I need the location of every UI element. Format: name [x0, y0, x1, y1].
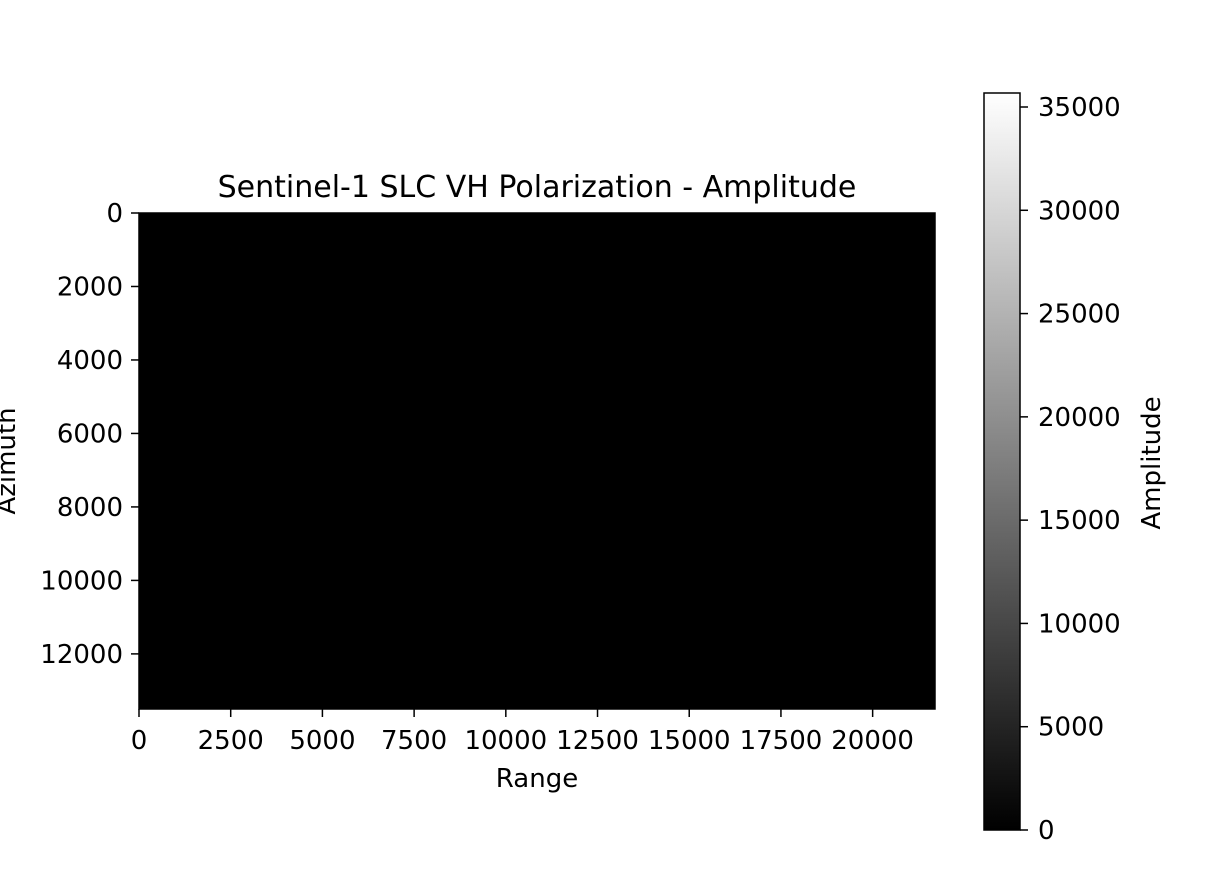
y-axis: 0 2000 4000 6000 8000 10000 12000 [40, 199, 139, 670]
x-tick-label: 7500 [381, 726, 447, 756]
y-tick-label: 6000 [57, 419, 123, 449]
y-tick-label: 0 [106, 199, 123, 229]
colorbar-label: Amplitude [1137, 396, 1167, 529]
y-tick-label: 4000 [57, 346, 123, 376]
x-tick-label: 20000 [831, 726, 914, 756]
x-tick-label: 15000 [648, 726, 731, 756]
y-tick-label: 2000 [57, 272, 123, 302]
colorbar-tick-label: 0 [1038, 816, 1055, 846]
y-tick-label: 8000 [57, 493, 123, 523]
x-tick-label: 5000 [289, 726, 355, 756]
chart-title: Sentinel-1 SLC VH Polarization - Amplitu… [218, 170, 857, 205]
x-tick-label: 0 [131, 726, 148, 756]
x-tick-label: 12500 [556, 726, 639, 756]
colorbar-axis: 0 5000 10000 15000 20000 25000 30000 35000 [1020, 93, 1121, 846]
colorbar-tick-label: 20000 [1038, 403, 1121, 433]
x-axis: 0 2500 5000 7500 10000 12500 15000 17500 20000 [131, 709, 914, 756]
x-tick-label: 10000 [464, 726, 547, 756]
colorbar-tick-label: 15000 [1038, 506, 1121, 536]
y-axis-label: Azimuth [0, 407, 22, 514]
x-tick-label: 2500 [198, 726, 264, 756]
colorbar-tick-label: 10000 [1038, 609, 1121, 639]
colorbar-tick-label: 35000 [1038, 93, 1121, 123]
x-axis-label: Range [496, 764, 578, 794]
amplitude-image [139, 213, 935, 709]
colorbar-tick-label: 5000 [1038, 713, 1104, 743]
plot-frame [138, 212, 936, 710]
colorbar [983, 92, 1021, 831]
colorbar-tick-label: 25000 [1038, 300, 1121, 330]
y-tick-label: 10000 [40, 566, 123, 596]
x-tick-label: 17500 [740, 726, 823, 756]
colorbar-tick-label: 30000 [1038, 196, 1121, 226]
y-tick-label: 12000 [40, 640, 123, 670]
